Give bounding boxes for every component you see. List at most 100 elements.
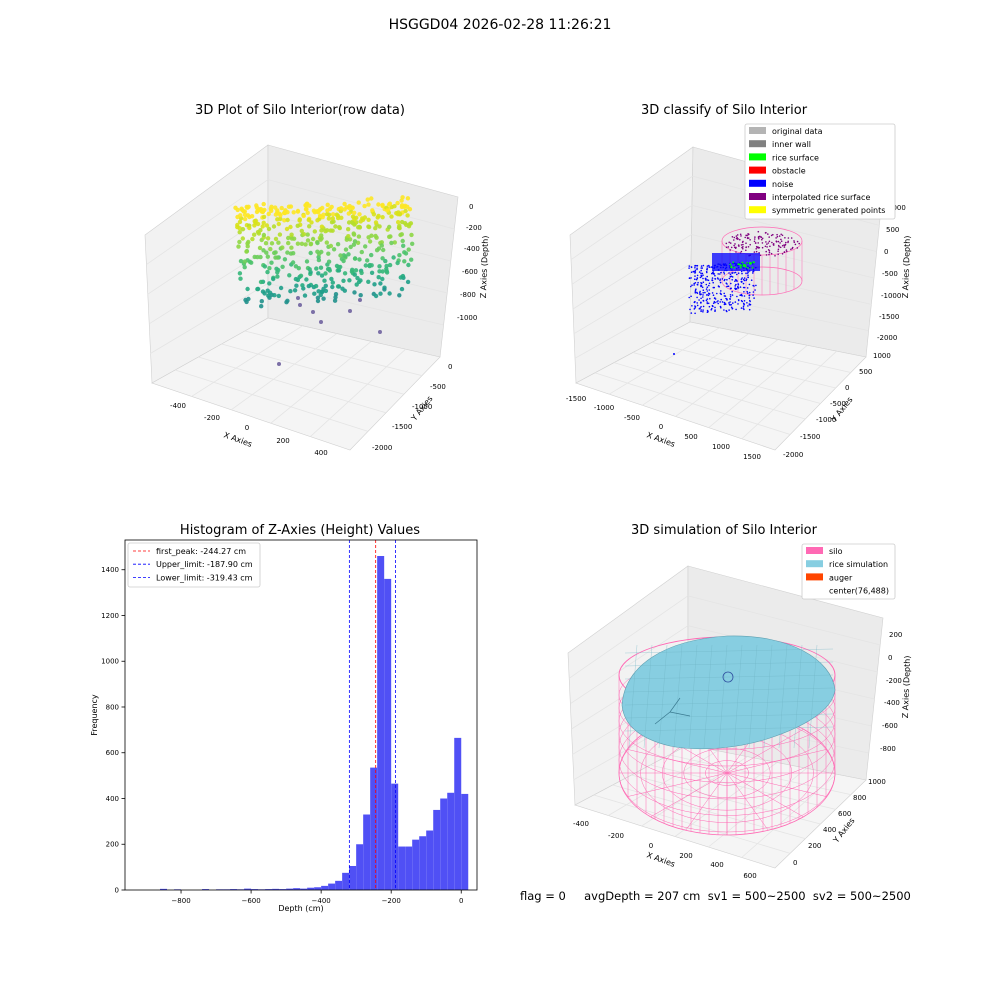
x-tick-label: 200 <box>679 852 692 860</box>
interpolated-point <box>793 240 795 242</box>
noise-point <box>700 284 702 287</box>
histogram-bar <box>398 846 406 890</box>
noise-point <box>696 283 699 286</box>
data-point <box>262 207 267 213</box>
noise-point <box>700 309 702 311</box>
data-point <box>406 262 411 268</box>
interpolated-point <box>779 242 781 244</box>
noise-point <box>721 278 724 280</box>
noise-point <box>699 293 701 295</box>
noise-point <box>716 292 718 295</box>
silo-floor-spoke <box>650 772 728 818</box>
data-point <box>328 243 334 249</box>
legend-swatch <box>749 140 766 148</box>
z-tick-label: -400 <box>884 699 900 707</box>
data-point <box>280 264 285 269</box>
z-axis-label: Z Axies (Depth) <box>901 235 912 298</box>
data-point <box>237 239 242 245</box>
histogram-legend: first_peak: -244.27 cm Upper_limit: -187.… <box>127 542 261 588</box>
noise-point <box>743 291 745 293</box>
data-point <box>282 218 287 223</box>
data-point <box>315 298 321 304</box>
noise-point <box>743 300 746 302</box>
noise-point <box>711 292 714 294</box>
interpolated-point <box>761 242 764 244</box>
rice-mesh-line <box>624 726 834 732</box>
data-point <box>357 212 362 217</box>
noise-point <box>755 284 757 287</box>
data-point <box>329 276 334 282</box>
data-point <box>233 205 238 210</box>
noise-point <box>713 273 716 275</box>
noise-point <box>752 291 755 293</box>
noise-point <box>723 279 726 282</box>
grid-line <box>571 204 693 285</box>
noise-point <box>673 353 675 355</box>
noise-point <box>742 286 745 289</box>
data-point <box>301 213 306 219</box>
interpolated-point <box>781 244 784 247</box>
data-point <box>359 249 364 255</box>
data-point <box>363 263 368 268</box>
noise-point <box>707 294 710 297</box>
data-point <box>397 293 402 298</box>
noise-point <box>742 305 745 308</box>
data-point <box>240 227 246 232</box>
interpolated-point <box>740 250 743 253</box>
grid-line <box>221 343 405 395</box>
outlier-point <box>311 310 315 314</box>
interpolated-point <box>754 236 756 238</box>
legend-label: original data <box>772 127 823 136</box>
interpolated-point <box>728 241 730 244</box>
interpolated-point <box>742 246 744 248</box>
rice-mesh-line <box>808 644 818 749</box>
histogram-bar <box>384 578 392 890</box>
noise-point <box>694 292 697 294</box>
noise-point <box>731 294 734 296</box>
data-point <box>406 247 411 252</box>
data-point <box>366 202 371 207</box>
data-point <box>396 225 402 230</box>
noise-point <box>708 289 711 291</box>
data-point <box>325 211 330 217</box>
noise-point <box>746 272 749 274</box>
interpolated-point <box>767 233 769 235</box>
data-point <box>275 274 280 279</box>
noise-point <box>690 285 692 288</box>
y-tick-label: 200 <box>106 841 119 849</box>
noise-point <box>737 299 740 302</box>
grid-line <box>146 179 269 265</box>
legend-box <box>801 543 896 600</box>
rice-surface-point <box>740 266 742 269</box>
x-tick-label: 0 <box>245 424 249 432</box>
histogram-bar <box>461 793 469 890</box>
grid-line <box>741 350 837 440</box>
y-tick-label: -500 <box>830 400 846 408</box>
noise-point <box>708 284 710 287</box>
outlier-point <box>296 296 300 300</box>
data-point <box>263 241 269 246</box>
noise-point <box>711 279 713 281</box>
data-point <box>255 254 260 260</box>
data-point <box>380 215 385 220</box>
x-tick-label: 1000 <box>712 443 730 451</box>
data-point <box>266 226 272 232</box>
x-axis-label: X Axies <box>645 430 676 449</box>
noise-point <box>702 294 704 296</box>
data-point <box>261 232 267 238</box>
noise-point <box>734 285 736 287</box>
y-tick-label: 800 <box>106 703 119 711</box>
interpolated-point <box>787 241 789 244</box>
noise-point <box>742 278 745 281</box>
noise-point <box>723 292 725 295</box>
data-point <box>307 267 312 272</box>
data-point <box>319 224 325 229</box>
outlier-point <box>319 320 323 324</box>
interpolated-point <box>733 244 735 247</box>
data-point <box>318 265 324 270</box>
grid-line <box>191 325 303 397</box>
noise-point <box>723 273 726 275</box>
z-tick-label: 200 <box>889 631 902 639</box>
interpolated-point <box>731 236 734 238</box>
interpolated-point <box>772 243 775 245</box>
